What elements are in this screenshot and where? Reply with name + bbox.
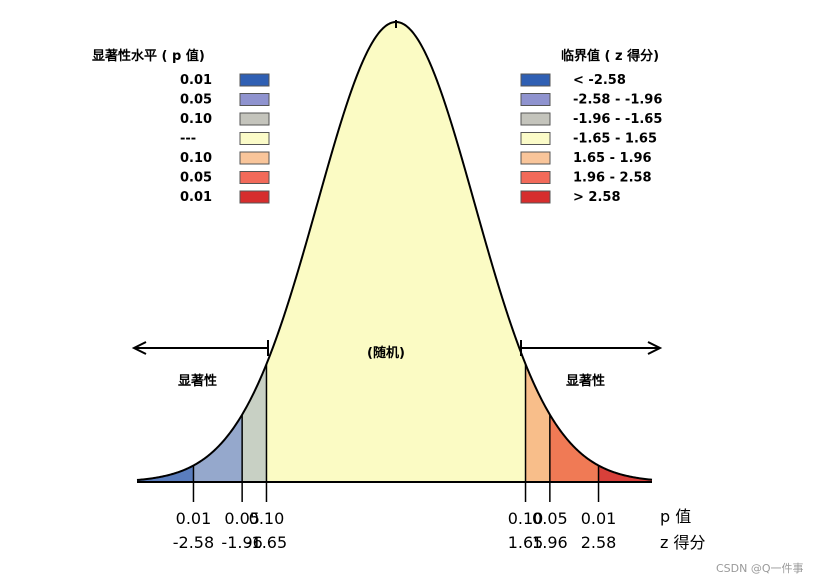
legend-left-swatch (239, 190, 270, 204)
legend-left-swatch (239, 132, 270, 145)
legend-right-swatch (520, 171, 551, 184)
right-significance-arrow (520, 340, 663, 356)
p-tick-label: 0.01 (581, 509, 617, 528)
region-left-010 (242, 364, 267, 482)
legend-left-label: 0.10 (180, 151, 212, 166)
legend-right-label: > 2.58 (573, 190, 621, 205)
legend-right-label: -1.96 - -1.65 (573, 112, 662, 127)
z-tick-label: 1.65 (508, 533, 544, 552)
legend-right-label: < -2.58 (573, 73, 626, 88)
region-center (266, 22, 526, 482)
legend-right-label: 1.96 - 2.58 (573, 171, 652, 186)
legend-left-swatch (239, 73, 270, 87)
legend-left-label: --- (180, 132, 196, 147)
z-tick-label: -1.96 (221, 533, 262, 552)
region-right-010 (525, 364, 550, 482)
tick-labels: 0.01 -2.58 0.05 -1.96 0.10 -1.65 0.10 1.65 0.05 1… (173, 509, 617, 552)
legend-left-swatch (239, 93, 270, 106)
p-tick-label: 0.10 (249, 509, 285, 528)
p-tick-label: 0.05 (532, 509, 568, 528)
legend-right-swatch (520, 93, 551, 106)
watermark: CSDN @Q一件事 (716, 562, 804, 575)
legend-right-title: 临界值 ( z 得分) (561, 48, 659, 64)
legend-left-label: 0.05 (180, 93, 212, 108)
region-dividers (192, 364, 600, 482)
legend-right-swatch (520, 132, 551, 145)
legend-left-swatch (239, 171, 270, 184)
z-axis-title: z 得分 (660, 533, 706, 552)
legend-left-label: 0.01 (180, 73, 212, 88)
z-tick-label: -1.65 (246, 533, 287, 552)
region-left-001 (137, 465, 194, 482)
legend-right-swatch (520, 112, 551, 126)
legend-left: 0.01 0.05 0.10 --- 0.10 0.05 0.01 (180, 73, 270, 205)
curve-regions (137, 22, 652, 482)
legend-left-swatch (239, 112, 270, 126)
legend-right-label: -1.65 - 1.65 (573, 132, 657, 147)
legend-left-swatch (239, 151, 270, 165)
z-tick-label: 1.96 (532, 533, 568, 552)
legend-right-swatch (520, 190, 551, 204)
bell-curve (136, 20, 653, 482)
legend-left-label: 0.01 (180, 190, 212, 205)
z-tick-label: -2.58 (173, 533, 214, 552)
region-right-001 (598, 465, 652, 482)
legend-left-title: 显著性水平 ( p 值) (92, 48, 205, 64)
legend-right-label: -2.58 - -1.96 (573, 93, 662, 108)
legend-left-label: 0.10 (180, 112, 212, 127)
p-tick-label: 0.10 (508, 509, 544, 528)
left-significance-arrow (131, 340, 269, 356)
legend-right-label: 1.65 - 1.96 (573, 151, 652, 166)
p-tick-label: 0.05 (224, 509, 260, 528)
right-significant-label: 显著性 (566, 373, 605, 389)
legend-left-label: 0.05 (180, 171, 212, 186)
axis-ticks (192, 482, 600, 502)
legend-right-swatch (520, 73, 551, 87)
legend-right-swatch (520, 151, 551, 165)
center-random-label: (随机) (367, 345, 405, 361)
z-tick-label: 2.58 (581, 533, 617, 552)
p-axis-title: p 值 (660, 507, 691, 526)
p-tick-label: 0.01 (176, 509, 212, 528)
legend-right: < -2.58 -2.58 - -1.96 -1.96 - -1.65 -1.65 -… (520, 73, 662, 205)
left-significant-label: 显著性 (178, 373, 217, 389)
